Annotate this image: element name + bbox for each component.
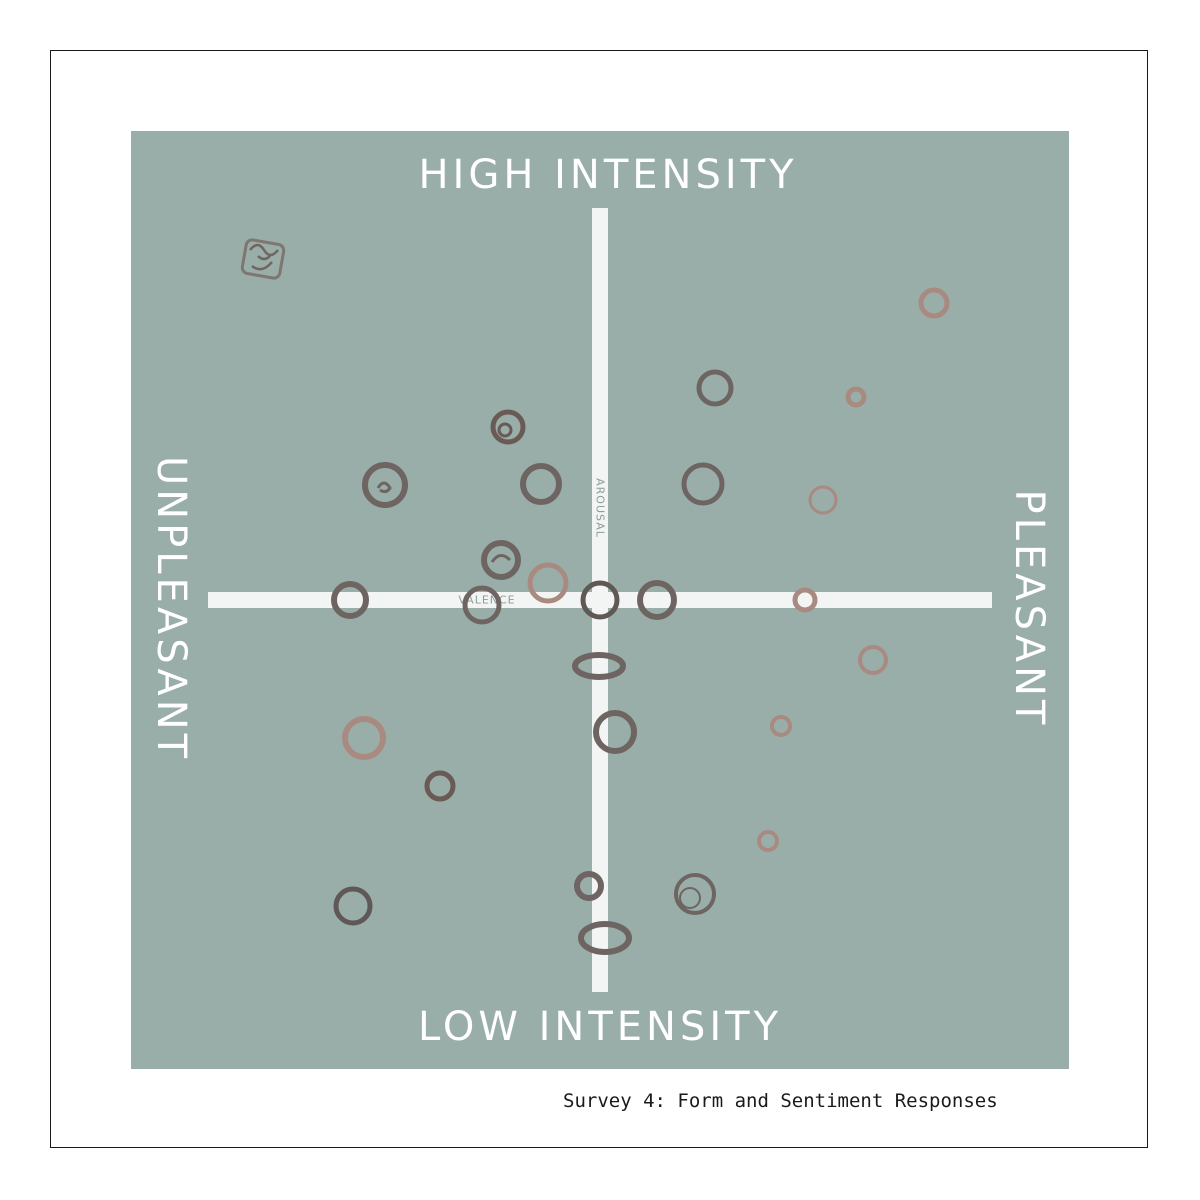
unpleasant-label: UNPLEASANT (148, 455, 194, 763)
high-intensity-label: HIGH INTENSITY (418, 152, 798, 198)
pleasant-label: PLEASANT (1006, 489, 1052, 729)
arousal-axis (592, 208, 608, 992)
figure-caption: Survey 4: Form and Sentiment Responses (563, 1090, 998, 1112)
valence-axis-label: VALENCE (458, 593, 516, 607)
low-intensity-label: LOW INTENSITY (417, 1004, 783, 1050)
arousal-axis-label: AROUSAL (593, 478, 607, 538)
